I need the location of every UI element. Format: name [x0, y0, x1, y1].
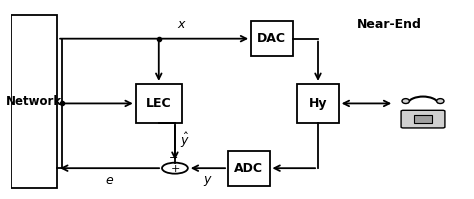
Text: DAC: DAC	[257, 32, 286, 45]
Ellipse shape	[437, 99, 444, 103]
FancyBboxPatch shape	[136, 84, 182, 123]
FancyBboxPatch shape	[401, 110, 445, 128]
Text: $x$: $x$	[177, 18, 187, 31]
Text: ADC: ADC	[234, 162, 263, 175]
FancyBboxPatch shape	[11, 15, 57, 188]
Text: Near-End: Near-End	[357, 19, 422, 31]
Text: $+$: $+$	[170, 163, 180, 174]
Text: LEC: LEC	[146, 97, 172, 110]
Text: $e$: $e$	[105, 174, 114, 187]
FancyBboxPatch shape	[251, 21, 292, 56]
Ellipse shape	[402, 99, 410, 103]
Text: Hy: Hy	[309, 97, 327, 110]
Text: $y$: $y$	[203, 174, 213, 188]
Text: $\hat{y}$: $\hat{y}$	[180, 131, 190, 150]
FancyBboxPatch shape	[228, 150, 270, 186]
Text: $-$: $-$	[167, 151, 178, 161]
FancyBboxPatch shape	[297, 84, 339, 123]
Text: Network: Network	[6, 95, 62, 108]
FancyBboxPatch shape	[413, 115, 432, 123]
